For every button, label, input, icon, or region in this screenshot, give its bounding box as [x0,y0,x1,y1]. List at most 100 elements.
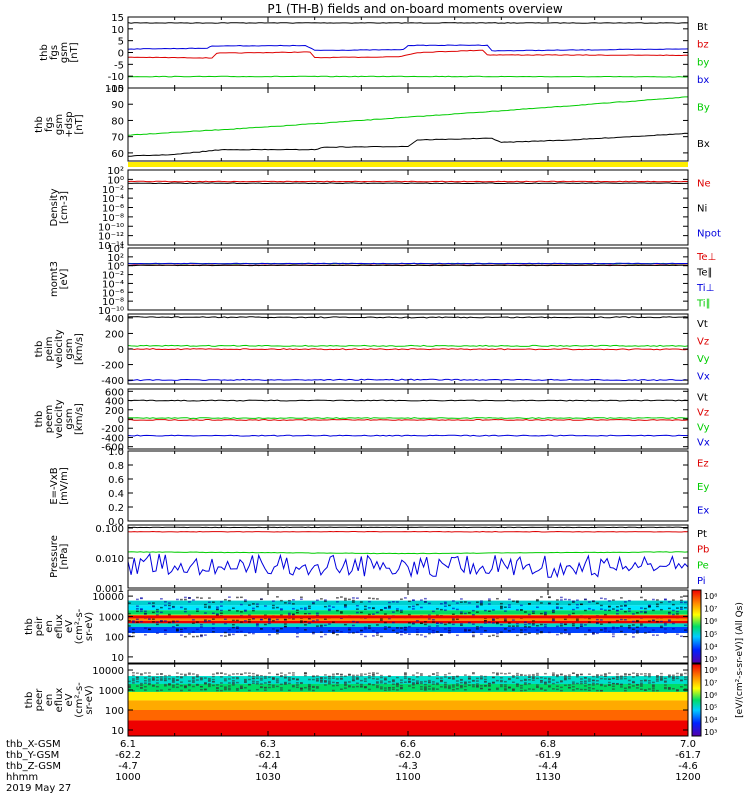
xaxis-row-value: 6.8 [540,739,556,750]
legend-pressure-Pb: Pb [697,545,709,556]
colorbar-tick: 10⁶ [704,691,717,700]
ylabel-line: peir [34,616,45,636]
xaxis-row-label: thb_Z-GSM [6,761,61,772]
legend-pressure-Pt: Pt [697,529,707,540]
ytick-label: 0.010 [95,554,124,565]
ytick-label: 10 [111,653,124,664]
ylabel-line: gsm [64,338,75,359]
ylabel-line: velocity [54,399,65,438]
ylabel-line: momt3 [49,261,60,297]
ytick-label: 400 [105,314,124,325]
ylabel-line: en [44,694,55,707]
series-peem-Vy [128,417,688,420]
legend-mom-Ti⊥: Ti⊥ [696,283,714,294]
colorbar-tick: 10³ [704,655,717,664]
series-peem-Vx [128,434,688,437]
ylabel-line: peer [34,688,45,712]
peir-band [128,623,688,627]
panel-fgs-gsm-plot [128,22,688,78]
colorbar-tick: 10³ [704,728,717,737]
xaxis-row-value: -62.2 [115,750,141,761]
ytick-label: 10⁻² [102,185,124,196]
series-fgs-gsm-dsp-By [128,96,688,136]
peer-band [128,700,688,710]
ylabel-line: [nT] [69,42,80,62]
legend-mom-Te⊥: Te⊥ [696,252,716,263]
peer-band [128,691,688,701]
colorbar-0: 10⁸ 10⁷ 10⁶ 10⁵ 10⁴ 10³ [691,589,717,664]
series-density-Ne [128,180,688,183]
ytick-label: 80 [111,116,124,127]
legend-peim-Vx: Vx [697,371,710,382]
ytick-label: 10⁻⁴ [102,279,124,290]
peer-band [128,709,688,721]
legend-fgs-gsm-bx: bx [697,75,709,86]
date-label: 2019 May 27 [6,783,71,794]
ytick-label: 1.0 [108,447,124,458]
ytick-label: 10 [111,726,124,737]
legend-mom-Ti∥: Ti∥ [696,298,711,309]
panel-peir-plot [128,590,688,663]
ytick-label: 0 [118,415,124,426]
panel-fgs-gsm-dsp: 100 90 80 70 60 thb fgs gsm +dsp [nT] By Bx [34,84,710,162]
series-fgs-gsm-bx [128,44,688,52]
ytick-label: 10⁻¹² [98,232,124,243]
xaxis-row-value: 1130 [535,772,560,783]
ytick-label: 0.2 [108,503,124,514]
colorbar-tick: 10⁵ [704,630,717,639]
peir-band [128,626,688,634]
ytick-label: -400 [101,433,124,444]
series-pressure-Pe [128,551,688,555]
panel-pressure-plot [128,526,688,579]
xaxis-row-value: -62.0 [395,750,421,761]
xaxis-row-value: 7.0 [680,739,696,750]
legend-fgs-gsm-by: by [697,57,709,68]
legend-fgs-gsm-dsp-By: By [697,102,710,113]
ytick-label: 0.8 [108,461,124,472]
ytick-label: 10 [111,25,124,36]
ylabel-line: [cm-3] [59,191,70,224]
xaxis-row-value: -4.6 [678,761,698,772]
series-peem-Vt [128,399,688,402]
series-fgs-gsm-by [128,75,688,78]
ylabel-line: sr-eV) [84,685,95,714]
ylabel-line: [mV/m] [59,467,70,505]
ytick-label: 10² [107,166,124,177]
ylabel-line: velocity [54,329,65,368]
ytick-label: 10⁻⁸ [102,297,124,308]
colorbar-tick: 10⁶ [704,617,717,626]
legend-peim-Vt: Vt [697,319,708,330]
ytick-label: 10000 [92,592,124,603]
ytick-label: 0.001 [95,584,124,595]
peir-band [128,590,688,601]
xaxis-row-value: -4.4 [538,761,558,772]
ylabel-line: gsm [64,408,75,429]
ytick-label: 10⁴ [107,244,124,255]
ytick-label: 1000 [99,686,124,697]
series-peem-Vz [128,418,688,421]
panel-peem-plot [128,399,688,437]
legend-peim-Vz: Vz [697,336,709,347]
ytick-label: -200 [101,424,124,435]
xaxis-row-value: 1030 [255,772,280,783]
legend-density-Npot: Npot [697,229,721,240]
ylabel-line: thb [34,116,45,133]
ytick-label: 15 [111,13,124,24]
xaxis-row-value: 1200 [675,772,700,783]
ytick-label: 0.6 [108,475,124,486]
colorbar-tick: 10⁵ [704,703,717,712]
xaxis-row-value: -4.7 [118,761,138,772]
peir-band [128,610,688,615]
xaxis-row-value: -61.7 [675,750,701,761]
xaxis-row-label: hhmm [6,772,38,783]
ylabel-line: gsm [54,114,65,135]
colorbar-tick: 10⁸ [704,592,717,601]
panel-peer: 10000 1000 100 10 thb peer en eflux eV (cm²-s-sr-… [24,663,689,737]
series-mom-Te∥ [128,264,688,267]
ytick-label: -400 [101,376,124,387]
ytick-label: 5 [118,37,124,48]
xaxis-row-value: -62.1 [255,750,281,761]
ylabel-line: thb [39,44,50,61]
ytick-label: 0.100 [95,524,124,535]
